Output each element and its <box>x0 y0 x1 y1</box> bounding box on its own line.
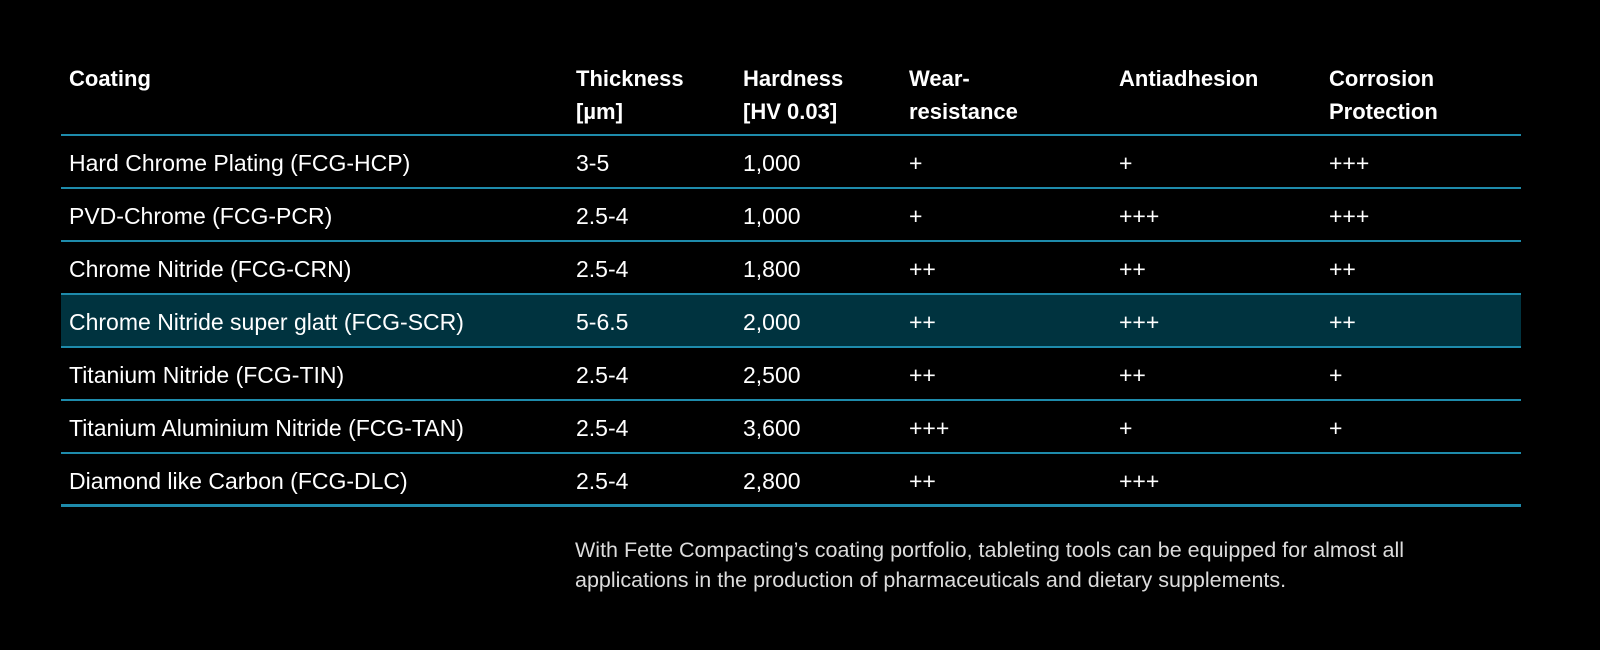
cell-wear-resistance: ++ <box>909 362 936 388</box>
cell-coating: PVD-Chrome (FCG-PCR) <box>69 203 333 229</box>
header-coating: Coating <box>69 66 151 91</box>
cell-thickness: 2.5-4 <box>576 362 629 388</box>
header-thickness: Thickness [µm] <box>576 66 684 124</box>
table-row: Hard Chrome Plating (FCG-HCP) 3-5 1,000 … <box>61 136 1521 189</box>
cell-corrosion-protection: +++ <box>1329 150 1370 176</box>
cell-wear-resistance: +++ <box>909 415 950 441</box>
cell-hardness: 1,000 <box>743 203 801 229</box>
table-row: Titanium Aluminium Nitride (FCG-TAN) 2.5… <box>61 401 1521 454</box>
cell-thickness: 2.5-4 <box>576 256 629 282</box>
cell-antiadhesion: ++ <box>1119 362 1146 388</box>
cell-hardness: 3,600 <box>743 415 801 441</box>
cell-corrosion-protection: + <box>1329 415 1343 441</box>
header-antiadhesion: Antiadhesion <box>1119 66 1259 91</box>
table-row: Titanium Nitride (FCG-TIN) 2.5-4 2,500 +… <box>61 348 1521 401</box>
cell-antiadhesion: +++ <box>1119 309 1160 335</box>
table-header-row: Coating Thickness [µm] Hardness [HV 0.03… <box>61 56 1521 136</box>
cell-wear-resistance: ++ <box>909 256 936 282</box>
cell-coating: Chrome Nitride super glatt (FCG-SCR) <box>69 309 464 335</box>
cell-hardness: 1,000 <box>743 150 801 176</box>
cell-corrosion-protection: + <box>1329 362 1343 388</box>
cell-hardness: 2,000 <box>743 309 801 335</box>
cell-hardness: 2,500 <box>743 362 801 388</box>
table-row: Diamond like Carbon (FCG-DLC) 2.5-4 2,80… <box>61 454 1521 507</box>
cell-antiadhesion: + <box>1119 150 1133 176</box>
cell-wear-resistance: + <box>909 150 923 176</box>
cell-coating: Titanium Aluminium Nitride (FCG-TAN) <box>69 415 464 441</box>
cell-coating: Diamond like Carbon (FCG-DLC) <box>69 468 408 494</box>
table-row-highlighted: Chrome Nitride super glatt (FCG-SCR) 5-6… <box>61 295 1521 348</box>
cell-corrosion-protection: ++ <box>1329 309 1356 335</box>
cell-thickness: 5-6.5 <box>576 309 629 335</box>
table-row: Chrome Nitride (FCG-CRN) 2.5-4 1,800 ++ … <box>61 242 1521 295</box>
header-wear-resistance: Wear-resistance <box>909 66 1018 124</box>
cell-wear-resistance: ++ <box>909 468 936 494</box>
table-row: PVD-Chrome (FCG-PCR) 2.5-4 1,000 + +++ +… <box>61 189 1521 242</box>
cell-hardness: 2,800 <box>743 468 801 494</box>
cell-coating: Chrome Nitride (FCG-CRN) <box>69 256 352 282</box>
cell-wear-resistance: ++ <box>909 309 936 335</box>
cell-corrosion-protection: ++ <box>1329 256 1356 282</box>
cell-coating: Titanium Nitride (FCG-TIN) <box>69 362 345 388</box>
cell-hardness: 1,800 <box>743 256 801 282</box>
cell-coating: Hard Chrome Plating (FCG-HCP) <box>69 150 411 176</box>
cell-thickness: 2.5-4 <box>576 203 629 229</box>
coating-table: Coating Thickness [µm] Hardness [HV 0.03… <box>61 56 1521 507</box>
header-hardness: Hardness [HV 0.03] <box>743 66 844 124</box>
footnote-text: With Fette Compacting’s coating portfoli… <box>575 538 1405 592</box>
cell-thickness: 2.5-4 <box>576 415 629 441</box>
cell-antiadhesion: + <box>1119 415 1133 441</box>
cell-thickness: 3-5 <box>576 150 610 176</box>
cell-wear-resistance: + <box>909 203 923 229</box>
cell-corrosion-protection: +++ <box>1329 203 1370 229</box>
cell-thickness: 2.5-4 <box>576 468 629 494</box>
cell-antiadhesion: +++ <box>1119 468 1160 494</box>
cell-antiadhesion: +++ <box>1119 203 1160 229</box>
cell-antiadhesion: ++ <box>1119 256 1146 282</box>
header-corrosion-protection: Corrosion Protection <box>1329 66 1438 124</box>
